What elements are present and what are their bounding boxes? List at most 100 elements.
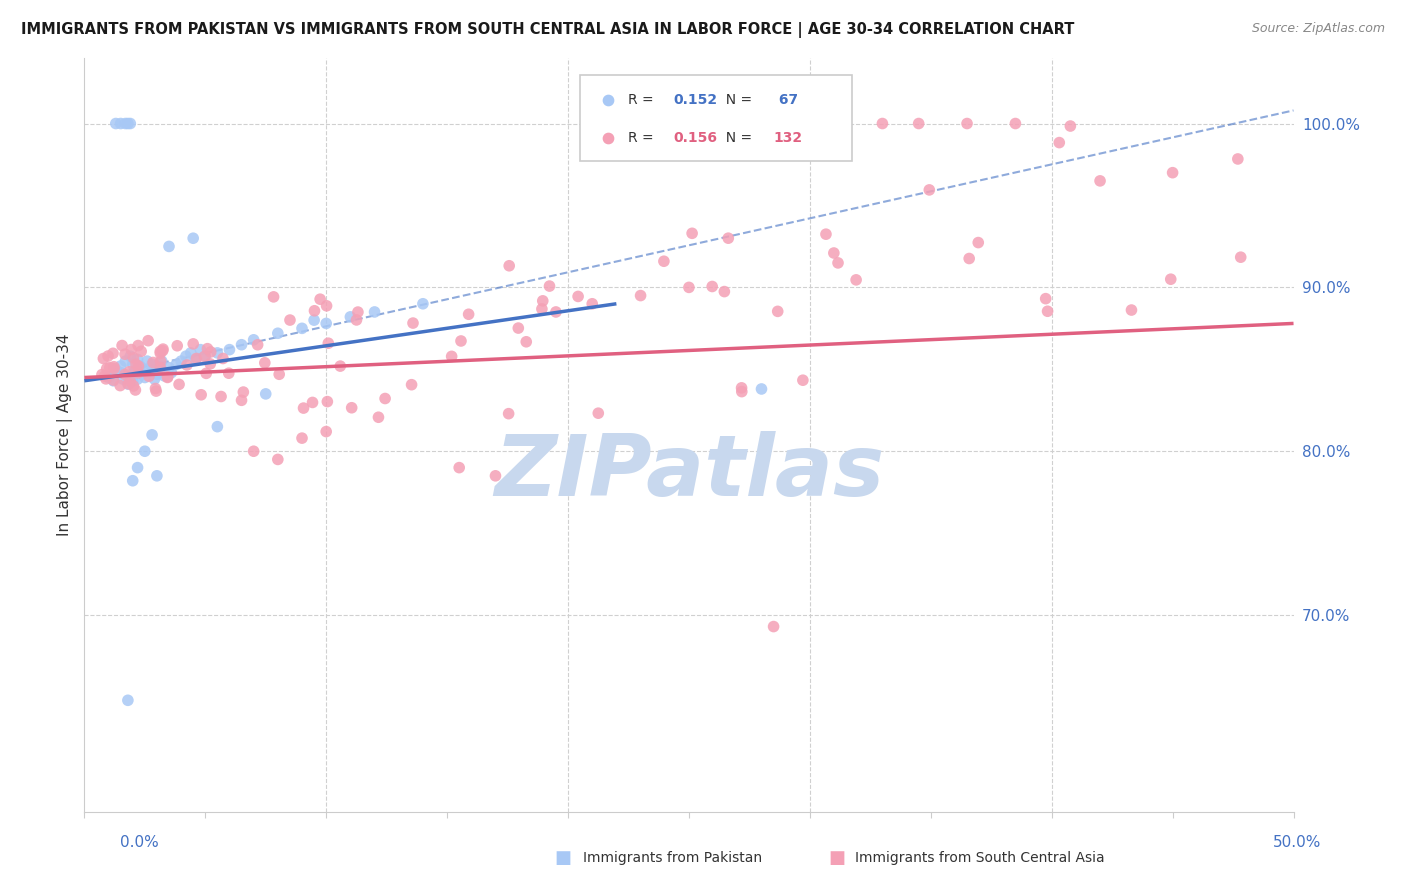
Point [193,350,215,364]
Point [309,292,332,306]
Point [315,299,337,313]
Point [207,346,229,360]
Point [156,370,179,384]
Point [125,357,148,371]
Point [363,305,385,319]
Point [967,235,990,250]
Point [318,336,340,351]
Point [145,382,167,396]
Point [450,334,472,348]
Text: ■: ■ [554,849,571,867]
Point [304,303,326,318]
Point [449,460,471,475]
Point [315,425,337,439]
Text: 0.0%: 0.0% [120,836,159,850]
Point [97,349,120,363]
Point [181,231,204,245]
Point [120,116,142,130]
Text: R =: R = [628,131,658,145]
Point [165,358,187,372]
Point [138,366,160,380]
Point [823,116,845,130]
Point [1004,116,1026,130]
Point [127,352,149,367]
Point [814,227,837,242]
Point [531,293,554,308]
Point [120,349,142,363]
Point [316,394,339,409]
Point [148,364,170,378]
Point [129,344,152,359]
Point [738,116,761,130]
Point [114,354,136,368]
Point [1047,136,1070,150]
Text: R =: R = [628,94,658,108]
Point [681,227,703,241]
Text: 67: 67 [773,94,797,108]
Point [209,390,232,404]
Point [498,407,520,421]
Point [108,378,131,392]
Point [301,395,323,409]
Point [149,354,172,368]
Point [292,401,315,415]
Point [291,321,314,335]
Point [121,374,143,388]
Point [530,301,553,316]
Point [823,246,845,260]
Text: Immigrants from Pakistan: Immigrants from Pakistan [583,851,762,865]
Point [97,370,120,384]
Point [129,359,152,373]
Point [142,355,165,369]
Point [630,288,652,302]
Point [652,254,675,268]
Point [110,366,132,380]
Point [160,366,183,380]
Point [111,338,134,352]
Point [291,431,314,445]
Point [845,273,868,287]
Point [197,342,219,356]
Point [731,384,754,399]
Point [149,344,172,359]
Point [146,368,169,382]
Point [194,349,217,363]
Point [786,116,808,130]
Point [152,342,174,356]
Point [103,359,125,374]
Point [269,368,291,382]
Point [232,385,254,400]
Point [190,388,212,402]
Point [91,368,114,382]
Point [207,419,229,434]
Point [1121,303,1143,318]
Point [1226,152,1249,166]
Point [143,372,166,386]
Point [347,305,370,319]
Point [93,351,115,366]
Point [702,279,724,293]
Point [1160,272,1182,286]
Point [157,360,180,375]
Point [184,352,207,367]
Point [156,369,179,384]
Point [872,116,894,130]
Point [1161,166,1184,180]
Point [146,468,169,483]
Point [678,280,700,294]
Point [567,289,589,303]
Point [538,279,561,293]
Point [218,366,240,380]
Point [141,427,163,442]
Text: 132: 132 [773,131,803,145]
Point [918,183,941,197]
Point [122,379,145,393]
Point [127,366,149,380]
Point [515,334,537,349]
Point [94,369,117,384]
Point [110,359,132,373]
Point [167,377,190,392]
Point [117,693,139,707]
Point [253,356,276,370]
Point [200,345,222,359]
